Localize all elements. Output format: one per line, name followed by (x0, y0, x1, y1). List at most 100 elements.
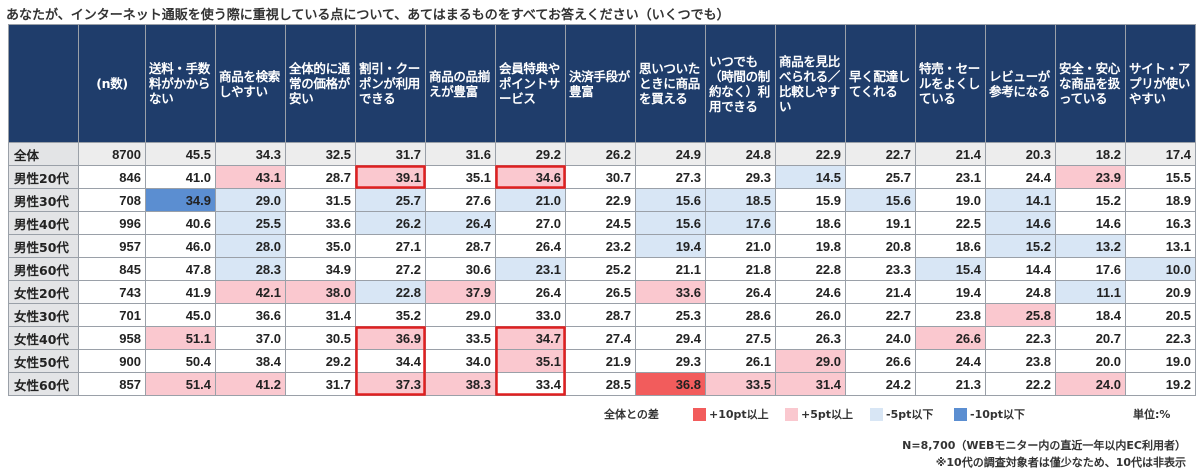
table-row: 男性20代 846 41.0 43.1 28.7 39.1 35.1 34.6 30.7 27.3… (8, 165, 1196, 189)
row-label: 女性50代 (8, 349, 79, 373)
value-cell: 26.2 (355, 211, 426, 235)
column-header: 商品を見比べられる／比較しやすい (775, 24, 846, 143)
column-header: サイト・アプリが使いやすい (1125, 24, 1196, 143)
header-row: (n数) 送料・手数料がかからない 商品を検索しやすい 全体的に通常の価格が安い 割引・… (8, 24, 1196, 143)
value-cell: 24.9 (635, 142, 706, 166)
value-cell: 51.1 (145, 326, 216, 350)
column-header-n: (n数) (78, 24, 146, 143)
value-cell: 26.2 (565, 142, 636, 166)
value-cell: 18.4 (1055, 303, 1126, 327)
value-cell: 22.7 (845, 303, 916, 327)
value-cell: 16.3 (1125, 211, 1196, 235)
legend-title-wrap: 全体との差 (604, 406, 659, 422)
value-cell: 14.6 (985, 211, 1056, 235)
value-cell: 23.1 (915, 165, 986, 189)
sample-size-cell: 958 (78, 326, 146, 350)
value-cell: 40.6 (145, 211, 216, 235)
table-row: 男性60代 845 47.8 28.3 34.9 27.2 30.6 23.1 25.2 21.1… (8, 257, 1196, 281)
value-cell: 41.9 (145, 280, 216, 304)
value-cell: 35.1 (495, 349, 566, 373)
value-cell: 25.7 (845, 165, 916, 189)
legend-label-low: -5pt以下 (886, 408, 934, 421)
table-row: 女性50代 900 50.4 38.4 29.2 34.4 34.0 35.1 21.9 29.3… (8, 349, 1196, 373)
value-cell: 26.4 (495, 234, 566, 258)
sample-size-cell: 701 (78, 303, 146, 327)
column-header: レビューが参考になる (985, 24, 1056, 143)
value-cell: 31.7 (285, 372, 356, 396)
value-cell: 24.4 (985, 165, 1056, 189)
value-cell: 24.8 (985, 280, 1056, 304)
legend-label-strong-high: +10pt以上 (709, 408, 769, 421)
value-cell: 11.1 (1055, 280, 1126, 304)
value-cell: 20.7 (1055, 326, 1126, 350)
value-cell: 41.2 (215, 372, 286, 396)
value-cell: 19.4 (915, 280, 986, 304)
value-cell: 26.4 (705, 280, 776, 304)
value-cell: 28.5 (565, 372, 636, 396)
value-cell: 33.5 (425, 326, 496, 350)
table-row: 女性30代 701 45.0 36.6 31.4 35.2 29.0 33.0 28.7 25.3… (8, 303, 1196, 327)
value-cell: 26.4 (495, 280, 566, 304)
sample-size-cell: 8700 (78, 142, 146, 166)
value-cell: 24.5 (565, 211, 636, 235)
value-cell: 43.1 (215, 165, 286, 189)
value-cell: 24.8 (705, 142, 776, 166)
value-cell: 31.4 (775, 372, 846, 396)
value-cell: 35.2 (355, 303, 426, 327)
column-header: 安全・安心な商品を扱っている (1055, 24, 1126, 143)
value-cell: 24.0 (845, 326, 916, 350)
value-cell: 21.3 (915, 372, 986, 396)
value-cell: 19.2 (1125, 372, 1196, 396)
row-label: 全体 (8, 142, 79, 166)
sample-size-cell: 846 (78, 165, 146, 189)
value-cell: 25.3 (635, 303, 706, 327)
sample-size-cell: 900 (78, 349, 146, 373)
value-cell: 22.3 (1125, 326, 1196, 350)
value-cell: 22.9 (565, 188, 636, 212)
value-cell: 33.6 (285, 211, 356, 235)
value-cell: 17.6 (705, 211, 776, 235)
value-cell: 19.4 (635, 234, 706, 258)
row-label: 女性40代 (8, 326, 79, 350)
value-cell: 38.3 (425, 372, 496, 396)
value-cell: 31.7 (355, 142, 426, 166)
sample-size-cell: 845 (78, 257, 146, 281)
legend-item-low: -5pt以下 (870, 406, 933, 422)
value-cell: 31.6 (425, 142, 496, 166)
value-cell: 22.8 (775, 257, 846, 281)
table-row: 男性50代 957 46.0 28.0 35.0 27.1 28.7 26.4 23.2 19.4… (8, 234, 1196, 258)
row-label: 男性40代 (8, 211, 79, 235)
legend-swatch-high (785, 407, 798, 421)
value-cell: 26.1 (705, 349, 776, 373)
value-cell: 27.6 (425, 188, 496, 212)
value-cell: 34.0 (425, 349, 496, 373)
value-cell: 25.8 (985, 303, 1056, 327)
value-cell: 14.6 (1055, 211, 1126, 235)
value-cell: 10.0 (1125, 257, 1196, 281)
value-cell: 13.2 (1055, 234, 1126, 258)
value-cell: 15.4 (915, 257, 986, 281)
column-header: 商品を検索しやすい (215, 24, 286, 143)
value-cell: 21.1 (635, 257, 706, 281)
row-label: 女性60代 (8, 372, 79, 396)
value-cell: 28.7 (425, 234, 496, 258)
value-cell: 17.4 (1125, 142, 1196, 166)
value-cell: 19.1 (845, 211, 916, 235)
value-cell: 23.1 (495, 257, 566, 281)
value-cell: 34.9 (145, 188, 216, 212)
row-label: 男性50代 (8, 234, 79, 258)
value-cell: 22.8 (355, 280, 426, 304)
value-cell: 31.5 (285, 188, 356, 212)
sample-size-cell: 957 (78, 234, 146, 258)
sample-size-cell: 857 (78, 372, 146, 396)
value-cell: 36.8 (635, 372, 706, 396)
value-cell: 36.9 (355, 326, 426, 350)
value-cell: 26.6 (845, 349, 916, 373)
value-cell: 21.0 (495, 188, 566, 212)
value-cell: 28.7 (565, 303, 636, 327)
value-cell: 29.0 (215, 188, 286, 212)
results-table: (n数) 送料・手数料がかからない 商品を検索しやすい 全体的に通常の価格が安い 割引・… (8, 24, 1196, 396)
value-cell: 25.5 (215, 211, 286, 235)
column-header: 会員特典やポイントサービス (495, 24, 566, 143)
value-cell: 22.7 (845, 142, 916, 166)
